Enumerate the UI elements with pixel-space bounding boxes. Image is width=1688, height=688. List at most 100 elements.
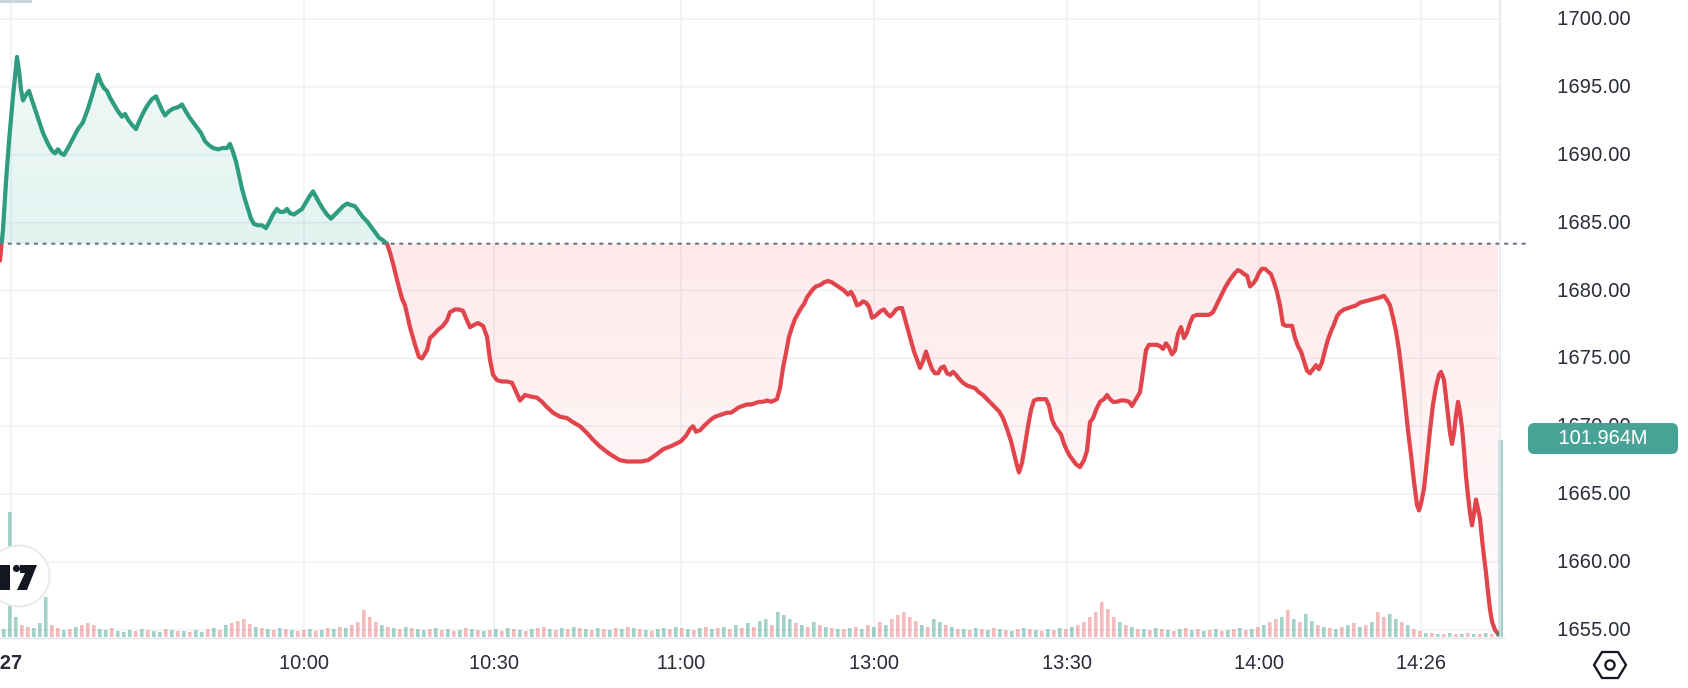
volume-bar <box>1322 627 1326 637</box>
volume-bar <box>362 610 366 637</box>
volume-bar <box>134 631 138 637</box>
volume-bar <box>194 630 198 637</box>
volume-bar <box>1298 622 1302 637</box>
volume-bar <box>926 627 930 637</box>
volume-bar <box>1442 634 1446 637</box>
volume-bar <box>1130 627 1134 637</box>
volume-bar <box>854 627 858 637</box>
volume-bar <box>1400 622 1404 637</box>
volume-bar <box>812 622 816 637</box>
volume-bar <box>788 619 792 637</box>
volume-bar <box>206 629 210 637</box>
tradingview-logo[interactable] <box>0 544 51 608</box>
volume-bar <box>662 628 666 637</box>
volume-bar <box>296 631 300 637</box>
volume-bar <box>734 625 738 637</box>
volume-bar <box>602 629 606 637</box>
eye-hexagon-icon[interactable] <box>1592 649 1628 681</box>
volume-bar <box>152 631 156 637</box>
volume-bar <box>650 631 654 637</box>
volume-bar <box>596 628 600 637</box>
volume-bar <box>1436 634 1440 637</box>
volume-bar <box>488 630 492 637</box>
volume-bar <box>1148 630 1152 637</box>
volume-bar <box>914 621 918 637</box>
volume-bar <box>1448 633 1452 637</box>
volume-bar <box>1052 630 1056 637</box>
volume-bar <box>536 628 540 637</box>
price-axis-label: 1680.00 <box>1557 279 1631 302</box>
volume-bar <box>620 629 624 637</box>
volume-bar <box>1454 634 1458 637</box>
top-left-artifact <box>0 0 32 3</box>
volume-bar <box>992 628 996 637</box>
volume-bar <box>1208 630 1212 637</box>
volume-bar <box>344 628 348 637</box>
price-axis-label: 1685.00 <box>1557 211 1631 234</box>
volume-bar <box>464 628 468 637</box>
volume-bar <box>1316 625 1320 637</box>
volume-bar <box>284 629 288 637</box>
eye-hexagon-glyph <box>1592 650 1628 680</box>
volume-bar <box>884 625 888 637</box>
volume-bar <box>752 627 756 637</box>
volume-bar <box>392 628 396 637</box>
volume-bar <box>578 628 582 637</box>
volume-bar <box>236 621 240 637</box>
volume-bar <box>668 629 672 637</box>
volume-bar <box>476 630 480 637</box>
volume-bar <box>2 629 6 637</box>
volume-bar <box>248 624 252 637</box>
volume-bar <box>1202 631 1206 637</box>
volume-bar <box>818 625 822 637</box>
volume-bar <box>302 630 306 637</box>
volume-bar <box>110 628 114 637</box>
volume-bar <box>272 630 276 637</box>
volume-bar <box>1178 629 1182 637</box>
time-axis-label: 10:30 <box>468 652 520 674</box>
price-axis-label: 1675.00 <box>1557 347 1631 370</box>
volume-bar <box>374 622 378 637</box>
volume-bar <box>1082 622 1086 637</box>
volume-bar <box>308 629 312 637</box>
volume-bar <box>782 615 786 637</box>
volume-bar <box>1484 633 1488 637</box>
volume-bar <box>524 631 528 637</box>
volume-bar <box>1106 609 1110 637</box>
volume-bar <box>200 632 204 637</box>
volume-bar <box>1070 627 1074 637</box>
volume-bar <box>590 630 594 637</box>
volume-bar <box>842 629 846 637</box>
volume-bar <box>980 629 984 637</box>
volume-bar <box>470 629 474 637</box>
volume-bar <box>896 615 900 637</box>
volume-bar <box>260 628 264 637</box>
volume-bar <box>584 629 588 637</box>
volume-bar <box>446 629 450 637</box>
volume-value-badge: 101.964M <box>1528 423 1678 454</box>
volume-bar <box>1376 612 1380 637</box>
volume-bar <box>38 623 42 637</box>
volume-bar <box>848 628 852 637</box>
volume-bar <box>176 631 180 637</box>
volume-bar <box>728 629 732 637</box>
volume-bar <box>416 629 420 637</box>
volume-bar <box>1184 628 1188 637</box>
volume-bar <box>944 625 948 637</box>
volume-bar <box>122 632 126 637</box>
volume-bar <box>614 628 618 637</box>
area-fill-below-baseline <box>0 243 1498 634</box>
volume-bar <box>1478 634 1482 637</box>
volume-bar <box>1466 633 1470 637</box>
volume-bar <box>368 617 372 637</box>
volume-bar <box>218 630 222 637</box>
time-axis-label: 14:26 <box>1395 652 1447 674</box>
volume-bar <box>638 629 642 637</box>
volume-bar <box>20 625 24 637</box>
time-axis-label: 10:00 <box>278 652 330 674</box>
volume-bar <box>56 628 60 637</box>
volume-bar <box>1136 629 1140 637</box>
volume-bar <box>1424 633 1428 637</box>
time-axis-label: 11:00 <box>656 652 706 674</box>
